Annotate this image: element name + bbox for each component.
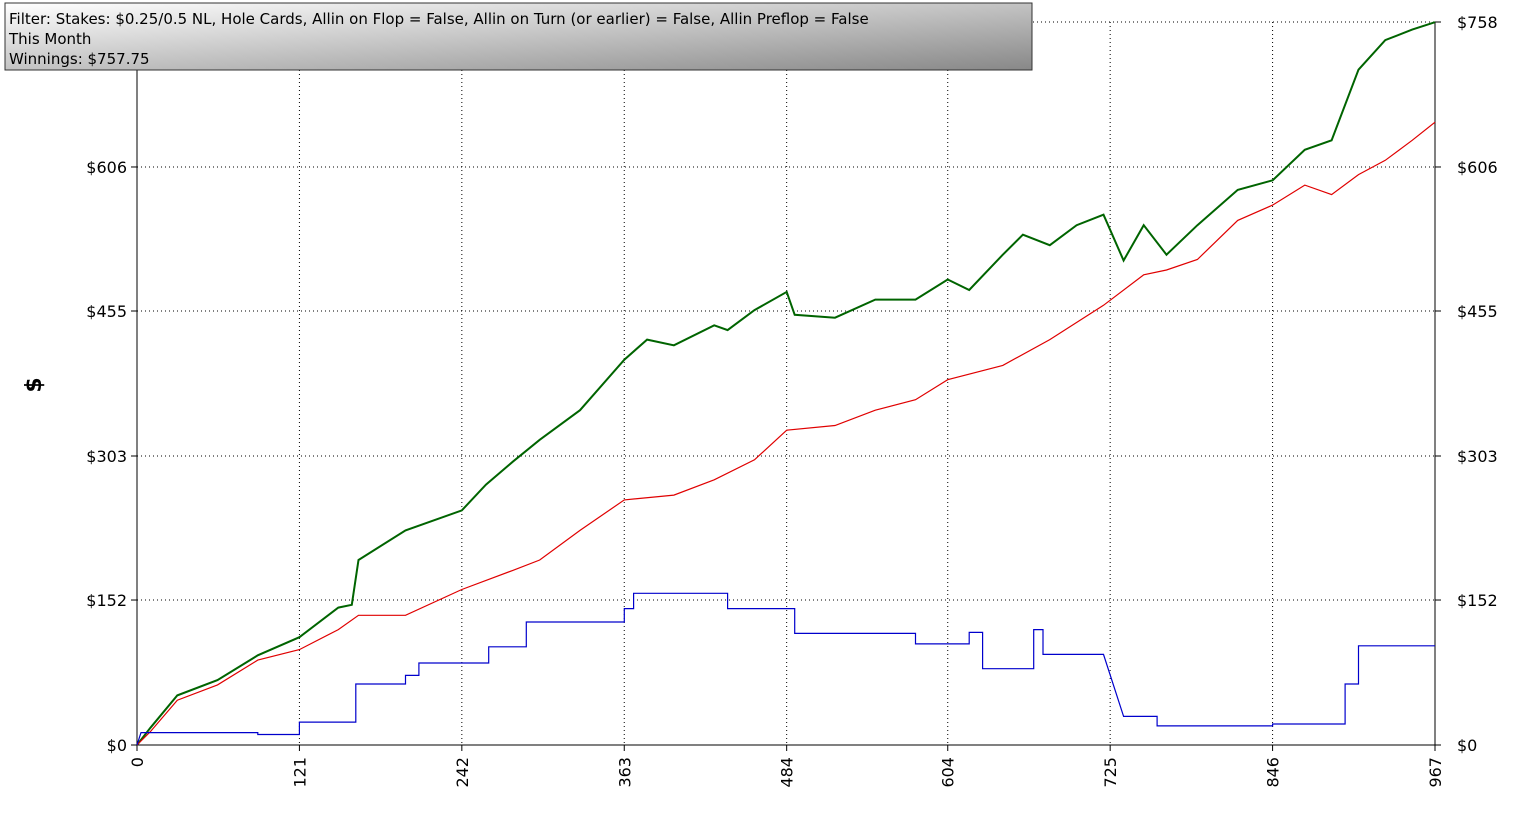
x-tick-label: 967 (1426, 757, 1445, 788)
x-tick-label: 725 (1101, 757, 1120, 788)
filter-box-bg (4, 2, 1033, 71)
y-tick-label: $303 (86, 447, 127, 466)
series-line (136, 121, 1436, 746)
x-tick-label: 846 (1264, 757, 1283, 788)
series-line (136, 592, 1435, 746)
y2-tick-label: $758 (1457, 13, 1498, 32)
y2-tick-label: $0 (1457, 736, 1477, 755)
y-tick-label: $455 (86, 302, 127, 321)
winnings-text: Winnings: $757.75 (9, 50, 150, 68)
y-tick-label: $606 (86, 158, 127, 177)
x-tick-label: 121 (290, 757, 309, 788)
series-line (136, 21, 1436, 746)
y2-tick-label: $455 (1457, 302, 1498, 321)
x-tick-label: 363 (615, 757, 634, 788)
x-tick-label: 484 (778, 757, 797, 788)
filter-text: Filter: Stakes: $0.25/0.5 NL, Hole Cards… (9, 10, 869, 28)
period-text: This Month (8, 30, 91, 48)
y2-tick-label: $606 (1457, 158, 1498, 177)
y2-tick-label: $303 (1457, 447, 1498, 466)
y-tick-label: $152 (86, 591, 127, 610)
x-tick-label: 0 (128, 757, 147, 767)
y-tick-label: $0 (107, 736, 127, 755)
x-tick-label: 604 (939, 757, 958, 788)
y-axis-label: $ (22, 377, 47, 392)
x-tick-label: 242 (453, 757, 472, 788)
filter-box: Filter: Stakes: $0.25/0.5 NL, Hole Cards… (4, 2, 1033, 71)
y2-tick-label: $152 (1457, 591, 1498, 610)
